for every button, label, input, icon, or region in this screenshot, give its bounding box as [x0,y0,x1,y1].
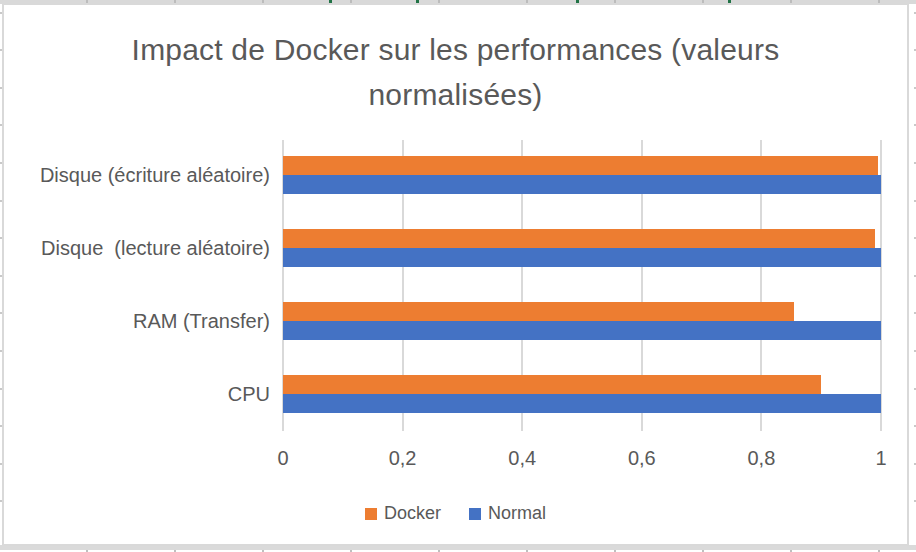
chart-title[interactable]: Impact de Docker sur les performances (v… [86,27,826,117]
bar-docker-0[interactable] [283,156,878,175]
category-label: RAM (Transfer) [4,307,270,335]
bar-docker-3[interactable] [283,375,821,394]
value-axis-tick-label: 0,6 [602,447,682,470]
value-axis-tick-label: 0,4 [482,447,562,470]
bar-docker-2[interactable] [283,302,794,321]
value-axis-tick-label: 0,2 [363,447,443,470]
legend[interactable]: Docker Normal [4,503,907,524]
category-label: Disque (écriture aléatoire) [4,161,270,189]
category-label: CPU [4,380,270,408]
value-axis-tick-label: 0,8 [721,447,801,470]
legend-swatch-docker [365,508,377,520]
legend-item-docker[interactable]: Docker [365,503,441,524]
legend-item-normal[interactable]: Normal [469,503,546,524]
legend-swatch-normal [469,508,481,520]
value-axis-tick-label: 1 [841,447,916,470]
bar-normal-1[interactable] [283,248,881,267]
bar-normal-0[interactable] [283,175,881,194]
category-label: Disque (lecture aléatoire) [4,234,270,262]
bar-docker-1[interactable] [283,229,875,248]
legend-label: Normal [488,503,546,524]
chart-object[interactable]: Impact de Docker sur les performances (v… [2,3,909,546]
plot-area[interactable] [283,140,881,431]
bar-normal-3[interactable] [283,394,881,413]
legend-label: Docker [384,503,441,524]
value-axis-tick-label: 0 [243,447,323,470]
bar-normal-2[interactable] [283,321,881,340]
